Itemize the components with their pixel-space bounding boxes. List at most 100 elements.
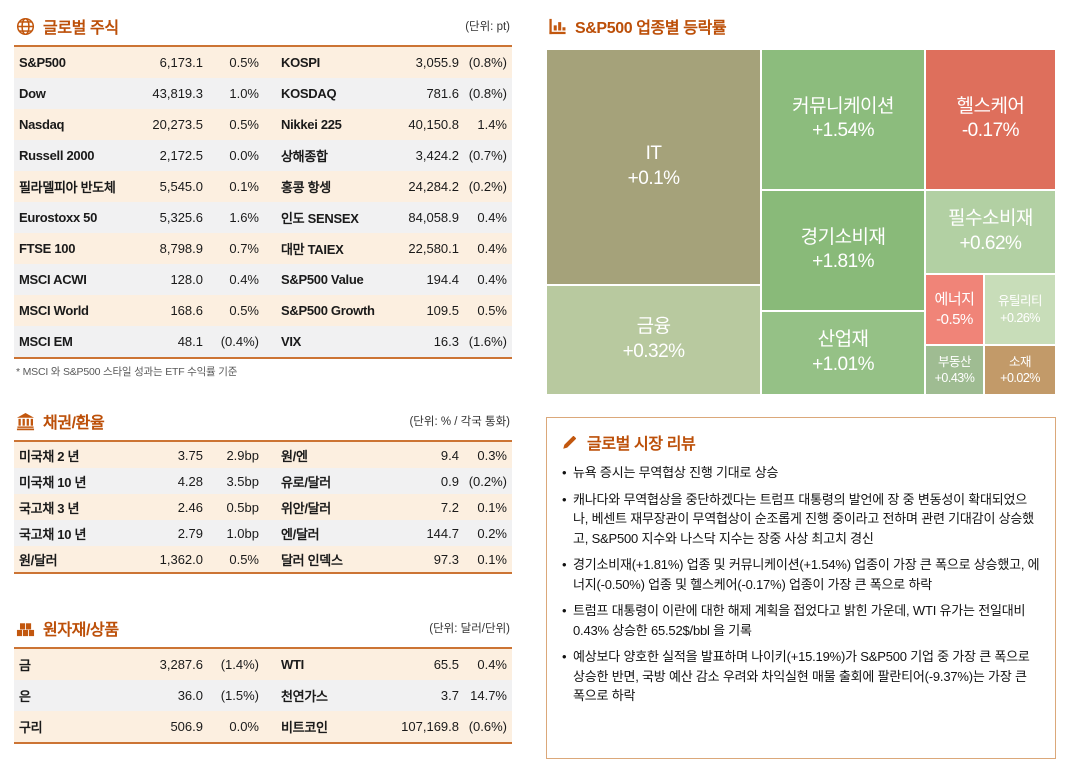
tile-change: -0.5% (936, 310, 973, 328)
asset-value: 22,580.1 (408, 241, 459, 256)
asset-value: 84,058.9 (408, 210, 459, 225)
asset-name: 구리 (19, 720, 43, 735)
section-title: 원자재/상품 (43, 622, 119, 639)
table-row: 미국채 2 년 3.75 2.9bp 원/엔 9.4 0.3% (14, 442, 512, 468)
treemap-tile-consumer-discretionary: 경기소비재 +1.81% (761, 189, 925, 311)
asset-change: 1.0bp (226, 525, 259, 541)
unit-label: (단위: % / 각국 통화) (409, 416, 510, 428)
asset-change: 0.5bp (226, 499, 259, 515)
asset-name: MSCI EM (19, 334, 73, 349)
asset-change: (1.4%) (220, 657, 259, 672)
treemap-tile-energy: 에너지 -0.5% (924, 274, 985, 346)
asset-value: 6,173.1 (159, 55, 203, 70)
tile-change: +0.02% (1000, 371, 1040, 386)
treemap-tile-it: IT +0.1% (546, 49, 762, 286)
asset-value: 3.7 (440, 688, 459, 703)
tile-name: 산업재 (817, 329, 869, 351)
asset-value: 3.75 (177, 447, 203, 463)
globe-icon (16, 17, 35, 36)
section-title: S&P500 업종별 등락률 (575, 20, 727, 37)
asset-value: 16.3 (433, 334, 459, 349)
table-row: 원/달러 1,362.0 0.5% 달러 인덱스 97.3 0.1% (14, 546, 512, 572)
asset-name: S&P500 Growth (281, 303, 375, 318)
asset-value: 8,798.9 (159, 241, 203, 256)
asset-name: 달러 인덱스 (281, 552, 343, 568)
asset-name: FTSE 100 (19, 241, 76, 256)
review-bullet: 경기소비재(+1.81%) 업종 및 커뮤니케이션(+1.54%) 업종이 가장… (561, 555, 1041, 594)
asset-change: (0.7%) (468, 148, 507, 163)
asset-name: 국고채 10 년 (19, 526, 87, 542)
tile-change: +0.26% (1000, 310, 1040, 325)
asset-name: 비트코인 (281, 720, 328, 735)
right-column: S&P500 업종별 등락률 IT +0.1% 커뮤니케이션 +1.54% 헬스케어… (546, 10, 1056, 759)
asset-name: 원/달러 (19, 552, 58, 568)
review-bullet: 뉴욕 증시는 무역협상 진행 기대로 상승 (561, 463, 1041, 483)
asset-name: 엔/달러 (281, 526, 320, 542)
treemap-tile-industrials: 산업재 +1.01% (761, 310, 925, 395)
asset-value: 1,362.0 (159, 551, 203, 567)
tile-change: +1.01% (812, 353, 875, 375)
asset-change: 0.5% (229, 55, 259, 70)
treemap-tile-financials: 금융 +0.32% (546, 285, 762, 395)
asset-change: 14.7% (470, 688, 507, 703)
bank-icon (16, 412, 35, 431)
asset-value: 36.0 (177, 688, 203, 703)
asset-value: 97.3 (433, 551, 459, 567)
treemap-tile-materials: 소재 +0.02% (984, 345, 1056, 395)
asset-value: 109.5 (426, 303, 459, 318)
table-row: Russell 2000 2,172.5 0.0% 상해종합 3,424.2 (0.7%) (14, 140, 512, 171)
asset-value: 7.2 (440, 499, 459, 515)
review-bullets: 뉴욕 증시는 무역협상 진행 기대로 상승 캐나다와 무역협상을 중단하겠다는 … (561, 463, 1041, 706)
asset-name: S&P500 Value (281, 272, 364, 287)
tile-change: +1.81% (812, 251, 875, 273)
tile-change: +0.62% (959, 233, 1022, 255)
asset-name: KOSPI (281, 55, 320, 70)
asset-name: Nasdaq (19, 117, 65, 132)
review-bullet: 예상보다 양호한 실적을 발표하며 나이키(+15.19%)가 S&P500 기… (561, 647, 1041, 706)
asset-name: 필라델피아 반도체 (19, 180, 116, 195)
table-row: 국고채 10 년 2.79 1.0bp 엔/달러 144.7 0.2% (14, 520, 512, 546)
asset-value: 9.4 (440, 447, 459, 463)
asset-name: 은 (19, 689, 31, 704)
table-row: 필라델피아 반도체 5,545.0 0.1% 홍콩 항셍 24,284.2 (0.2%) (14, 171, 512, 202)
asset-name: 금 (19, 658, 31, 673)
section-header: 채권/환율 (단위: % / 각국 통화) (14, 405, 512, 442)
asset-change: 0.5% (229, 303, 259, 318)
treemap-tile-healthcare: 헬스케어 -0.17% (924, 49, 1056, 190)
asset-name: Dow (19, 86, 46, 101)
tile-name: IT (645, 143, 662, 165)
asset-change: 0.5% (477, 303, 507, 318)
asset-value: 781.6 (426, 86, 459, 101)
table-row: FTSE 100 8,798.9 0.7% 대만 TAIEX 22,580.1 0.4% (14, 233, 512, 264)
asset-change: 0.0% (229, 148, 259, 163)
asset-change: 0.1% (477, 499, 507, 515)
asset-change: 0.4% (477, 210, 507, 225)
asset-name: MSCI World (19, 303, 89, 318)
section-header: 글로벌 주식 (단위: pt) (14, 10, 512, 47)
asset-value: 3,424.2 (415, 148, 459, 163)
treemap-tile-communication: 커뮤니케이션 +1.54% (761, 49, 925, 190)
asset-change: (0.2%) (468, 473, 507, 489)
section-header: 원자재/상품 (단위: 달러/단위) (14, 612, 512, 649)
section-header: S&P500 업종별 등락률 (546, 10, 1056, 45)
asset-value: 0.9 (440, 473, 459, 489)
asset-name: 위안/달러 (281, 500, 331, 516)
asset-value: 506.9 (170, 719, 203, 734)
asset-name: 국고채 3 년 (19, 500, 80, 516)
tile-change: +0.43% (934, 371, 975, 386)
asset-name: Nikkei 225 (281, 117, 342, 132)
asset-name: MSCI ACWI (19, 272, 87, 287)
asset-change: 0.7% (229, 241, 259, 256)
asset-change: 0.4% (477, 272, 507, 287)
tile-name: 금융 (636, 316, 671, 338)
section-header: 글로벌 시장 리뷰 (561, 428, 1041, 454)
tile-name: 헬스케어 (956, 95, 1025, 117)
tile-name: 필수소비재 (948, 208, 1033, 230)
asset-name: 미국채 2 년 (19, 448, 80, 464)
pencil-icon (561, 433, 579, 451)
unit-label: (단위: 달러/단위) (429, 623, 510, 635)
tile-name: 소재 (1009, 354, 1032, 369)
tile-name: 커뮤니케이션 (792, 95, 895, 117)
asset-value: 168.6 (170, 303, 203, 318)
asset-value: 4.28 (177, 473, 203, 489)
